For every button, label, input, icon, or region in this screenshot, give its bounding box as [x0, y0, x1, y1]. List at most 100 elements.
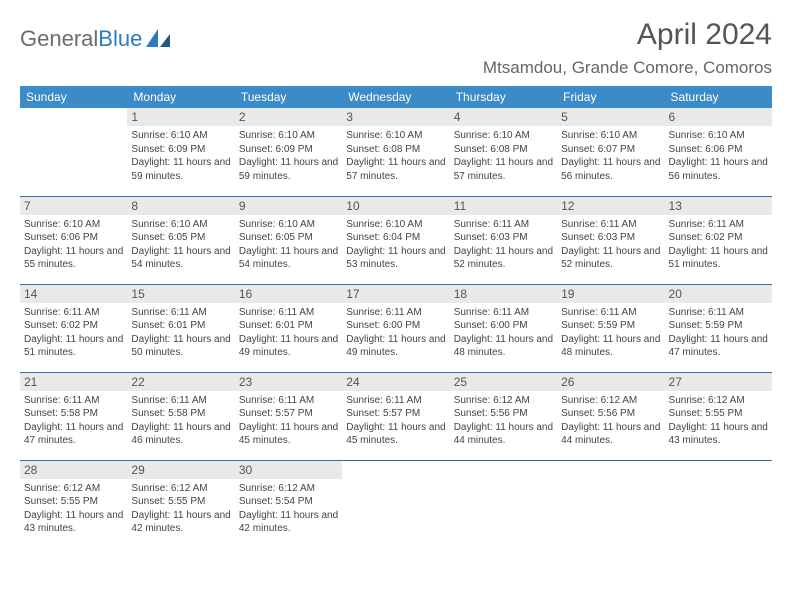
day-details: Sunrise: 6:10 AMSunset: 6:08 PMDaylight:… [346, 129, 445, 183]
calendar-day-cell: 3 Sunrise: 6:10 AMSunset: 6:08 PMDaylight… [342, 108, 449, 196]
calendar-day-cell [450, 460, 557, 548]
calendar-day-cell [665, 460, 772, 548]
day-number: 6 [665, 108, 772, 126]
day-number: 20 [665, 285, 772, 303]
day-number: 3 [342, 108, 449, 126]
day-details: Sunrise: 6:11 AMSunset: 6:01 PMDaylight:… [239, 306, 338, 360]
calendar-day-cell: 20 Sunrise: 6:11 AMSunset: 5:59 PMDayligh… [665, 284, 772, 372]
calendar-day-cell: 6 Sunrise: 6:10 AMSunset: 6:06 PMDaylight… [665, 108, 772, 196]
day-details: Sunrise: 6:10 AMSunset: 6:08 PMDaylight:… [454, 129, 553, 183]
calendar-day-cell: 11 Sunrise: 6:11 AMSunset: 6:03 PMDayligh… [450, 196, 557, 284]
logo-text-general: General [20, 26, 98, 52]
day-details: Sunrise: 6:11 AMSunset: 6:02 PMDaylight:… [669, 218, 768, 272]
day-number: 1 [127, 108, 234, 126]
calendar-day-cell: 22Sunrise: 6:11 AMSunset: 5:58 PMDayligh… [127, 372, 234, 460]
weekday-header: Tuesday [235, 86, 342, 108]
day-details: Sunrise: 6:12 AMSunset: 5:54 PMDaylight:… [239, 482, 338, 536]
title-block: April 2024 Mtsamdou, Grande Comore, Como… [483, 18, 772, 78]
weekday-header: Thursday [450, 86, 557, 108]
day-details: Sunrise: 6:11 AMSunset: 6:00 PMDaylight:… [346, 306, 445, 360]
day-details: Sunrise: 6:11 AMSunset: 6:03 PMDaylight:… [454, 218, 553, 272]
calendar-body: 1Sunrise: 6:10 AMSunset: 6:09 PMDaylight… [20, 108, 772, 548]
day-details: Sunrise: 6:11 AMSunset: 5:57 PMDaylight:… [346, 394, 445, 448]
header: GeneralBlue April 2024 Mtsamdou, Grande … [20, 18, 772, 78]
calendar-day-cell: 14Sunrise: 6:11 AMSunset: 6:02 PMDayligh… [20, 284, 127, 372]
calendar-day-cell: 30 Sunrise: 6:12 AMSunset: 5:54 PMDayligh… [235, 460, 342, 548]
day-details: Sunrise: 6:11 AMSunset: 6:00 PMDaylight:… [454, 306, 553, 360]
day-number: 25 [450, 373, 557, 391]
day-number: 4 [450, 108, 557, 126]
calendar-day-cell: 7Sunrise: 6:10 AMSunset: 6:06 PMDaylight… [20, 196, 127, 284]
day-number: 23 [235, 373, 342, 391]
calendar-week-row: 1Sunrise: 6:10 AMSunset: 6:09 PMDaylight… [20, 108, 772, 196]
day-details: Sunrise: 6:10 AMSunset: 6:07 PMDaylight:… [561, 129, 660, 183]
logo-text-blue: Blue [98, 26, 142, 52]
calendar-day-cell: 9Sunrise: 6:10 AMSunset: 6:05 PMDaylight… [235, 196, 342, 284]
calendar-week-row: 21Sunrise: 6:11 AMSunset: 5:58 PMDayligh… [20, 372, 772, 460]
day-number: 17 [342, 285, 449, 303]
day-number: 10 [342, 197, 449, 215]
calendar-day-cell: 13Sunrise: 6:11 AMSunset: 6:02 PMDayligh… [665, 196, 772, 284]
day-number: 28 [20, 461, 127, 479]
weekday-header-row: SundayMondayTuesdayWednesdayThursdayFrid… [20, 86, 772, 108]
calendar-table: SundayMondayTuesdayWednesdayThursdayFrid… [20, 86, 772, 548]
day-number: 16 [235, 285, 342, 303]
day-number: 29 [127, 461, 234, 479]
calendar-day-cell: 16 Sunrise: 6:11 AMSunset: 6:01 PMDayligh… [235, 284, 342, 372]
calendar-day-cell: 8Sunrise: 6:10 AMSunset: 6:05 PMDaylight… [127, 196, 234, 284]
calendar-day-cell [557, 460, 664, 548]
calendar-day-cell: 18 Sunrise: 6:11 AMSunset: 6:00 PMDayligh… [450, 284, 557, 372]
calendar-day-cell: 10Sunrise: 6:10 AMSunset: 6:04 PMDayligh… [342, 196, 449, 284]
month-title: April 2024 [483, 18, 772, 52]
calendar-day-cell: 23 Sunrise: 6:11 AMSunset: 5:57 PMDayligh… [235, 372, 342, 460]
day-details: Sunrise: 6:10 AMSunset: 6:06 PMDaylight:… [24, 218, 123, 272]
day-number: 2 [235, 108, 342, 126]
weekday-header: Wednesday [342, 86, 449, 108]
day-number: 8 [127, 197, 234, 215]
day-details: Sunrise: 6:11 AMSunset: 5:57 PMDaylight:… [239, 394, 338, 448]
weekday-header: Saturday [665, 86, 772, 108]
day-number: 11 [450, 197, 557, 215]
calendar-day-cell: 5 Sunrise: 6:10 AMSunset: 6:07 PMDaylight… [557, 108, 664, 196]
calendar-day-cell: 26Sunrise: 6:12 AMSunset: 5:56 PMDayligh… [557, 372, 664, 460]
calendar-week-row: 7Sunrise: 6:10 AMSunset: 6:06 PMDaylight… [20, 196, 772, 284]
day-details: Sunrise: 6:11 AMSunset: 5:59 PMDaylight:… [561, 306, 660, 360]
day-number: 5 [557, 108, 664, 126]
calendar-day-cell: 27 Sunrise: 6:12 AMSunset: 5:55 PMDayligh… [665, 372, 772, 460]
day-details: Sunrise: 6:11 AMSunset: 5:58 PMDaylight:… [24, 394, 123, 448]
logo: GeneralBlue [20, 18, 172, 52]
day-number: 26 [557, 373, 664, 391]
calendar-day-cell: 25 Sunrise: 6:12 AMSunset: 5:56 PMDayligh… [450, 372, 557, 460]
day-details: Sunrise: 6:11 AMSunset: 5:59 PMDaylight:… [669, 306, 768, 360]
day-number: 30 [235, 461, 342, 479]
day-number: 19 [557, 285, 664, 303]
day-details: Sunrise: 6:12 AMSunset: 5:55 PMDaylight:… [24, 482, 123, 536]
day-number: 18 [450, 285, 557, 303]
logo-sail-icon [146, 29, 172, 49]
calendar-day-cell: 12 Sunrise: 6:11 AMSunset: 6:03 PMDayligh… [557, 196, 664, 284]
day-number: 27 [665, 373, 772, 391]
day-details: Sunrise: 6:10 AMSunset: 6:05 PMDaylight:… [239, 218, 338, 272]
calendar-day-cell: 21 Sunrise: 6:11 AMSunset: 5:58 PMDayligh… [20, 372, 127, 460]
day-details: Sunrise: 6:12 AMSunset: 5:55 PMDaylight:… [669, 394, 768, 448]
calendar-day-cell: 19 Sunrise: 6:11 AMSunset: 5:59 PMDayligh… [557, 284, 664, 372]
calendar-day-cell: 4 Sunrise: 6:10 AMSunset: 6:08 PMDaylight… [450, 108, 557, 196]
day-details: Sunrise: 6:11 AMSunset: 5:58 PMDaylight:… [131, 394, 230, 448]
calendar-week-row: 28Sunrise: 6:12 AMSunset: 5:55 PMDayligh… [20, 460, 772, 548]
day-number: 24 [342, 373, 449, 391]
day-details: Sunrise: 6:12 AMSunset: 5:55 PMDaylight:… [131, 482, 230, 536]
calendar-day-cell: 29 Sunrise: 6:12 AMSunset: 5:55 PMDayligh… [127, 460, 234, 548]
calendar-day-cell [20, 108, 127, 196]
calendar-week-row: 14Sunrise: 6:11 AMSunset: 6:02 PMDayligh… [20, 284, 772, 372]
day-details: Sunrise: 6:12 AMSunset: 5:56 PMDaylight:… [454, 394, 553, 448]
day-details: Sunrise: 6:11 AMSunset: 6:03 PMDaylight:… [561, 218, 660, 272]
weekday-header: Monday [127, 86, 234, 108]
calendar-day-cell [342, 460, 449, 548]
day-number: 21 [20, 373, 127, 391]
day-number: 12 [557, 197, 664, 215]
location-subtitle: Mtsamdou, Grande Comore, Comoros [483, 58, 772, 78]
day-details: Sunrise: 6:10 AMSunset: 6:06 PMDaylight:… [669, 129, 768, 183]
day-number: 14 [20, 285, 127, 303]
weekday-header: Sunday [20, 86, 127, 108]
calendar-day-cell: 24 Sunrise: 6:11 AMSunset: 5:57 PMDayligh… [342, 372, 449, 460]
